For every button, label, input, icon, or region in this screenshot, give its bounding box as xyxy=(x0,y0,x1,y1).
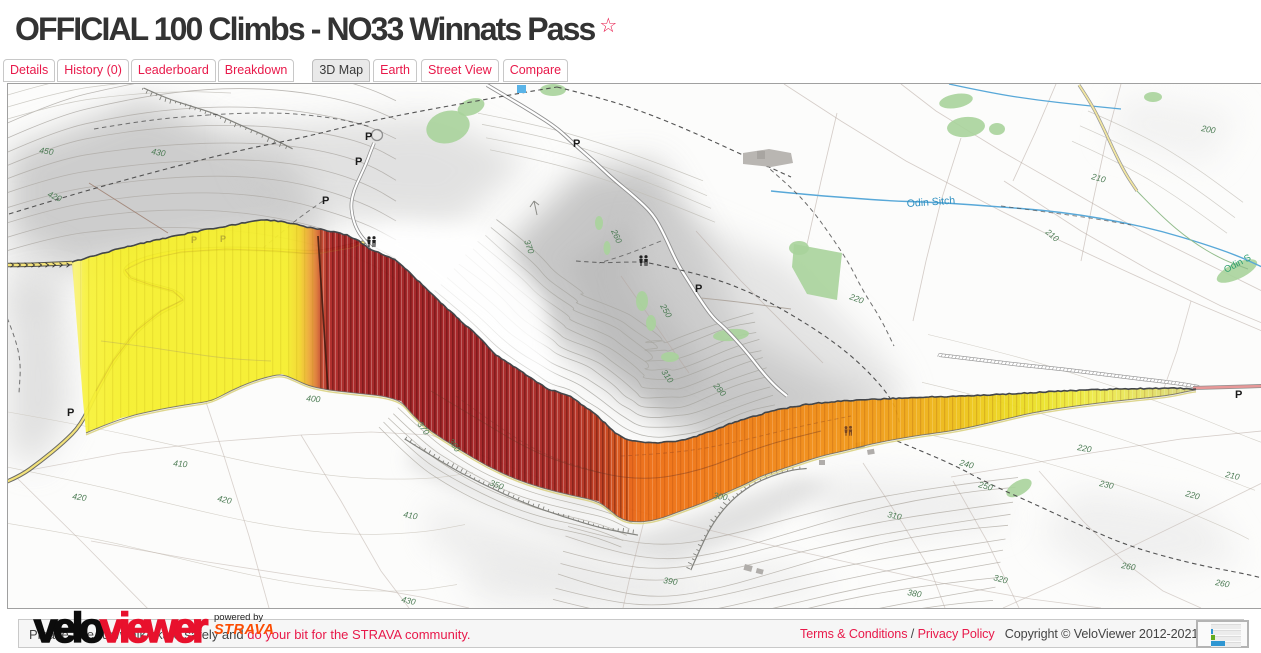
svg-text:Odin Sitch: Odin Sitch xyxy=(906,195,955,210)
svg-text:260: 260 xyxy=(1120,560,1137,573)
svg-text:P: P xyxy=(67,407,74,419)
svg-text:450: 450 xyxy=(39,145,55,157)
svg-text:220: 220 xyxy=(1184,488,1202,502)
svg-text:200: 200 xyxy=(1200,123,1217,136)
svg-text:P: P xyxy=(365,131,372,143)
svg-text:230: 230 xyxy=(1098,478,1115,491)
svg-text:210: 210 xyxy=(1090,171,1108,185)
svg-text:310: 310 xyxy=(887,509,903,522)
svg-text:P: P xyxy=(191,235,197,245)
svg-text:P: P xyxy=(322,195,329,207)
svg-text:430: 430 xyxy=(401,594,417,607)
svg-text:220: 220 xyxy=(847,291,865,306)
svg-text:430: 430 xyxy=(151,146,167,158)
svg-text:300: 300 xyxy=(713,490,729,502)
svg-text:260: 260 xyxy=(1214,577,1231,590)
svg-text:P: P xyxy=(1235,389,1242,401)
svg-text:420: 420 xyxy=(217,493,233,506)
svg-text:370: 370 xyxy=(522,238,536,255)
svg-text:P: P xyxy=(220,234,226,244)
svg-text:400: 400 xyxy=(306,393,321,404)
svg-text:250: 250 xyxy=(977,479,995,493)
svg-text:P: P xyxy=(573,138,580,150)
svg-text:320: 320 xyxy=(992,572,1009,585)
svg-text:210: 210 xyxy=(1043,226,1061,244)
svg-text:410: 410 xyxy=(173,458,188,469)
svg-text:240: 240 xyxy=(958,457,976,471)
svg-text:P: P xyxy=(695,283,702,295)
svg-text:P: P xyxy=(355,156,362,168)
svg-text:220: 220 xyxy=(1076,442,1093,455)
svg-text:210: 210 xyxy=(1224,469,1241,482)
svg-text:350: 350 xyxy=(488,477,505,491)
svg-text:380: 380 xyxy=(907,587,923,599)
svg-text:420: 420 xyxy=(72,491,88,503)
svg-text:410: 410 xyxy=(403,509,419,521)
svg-text:390: 390 xyxy=(663,575,679,587)
